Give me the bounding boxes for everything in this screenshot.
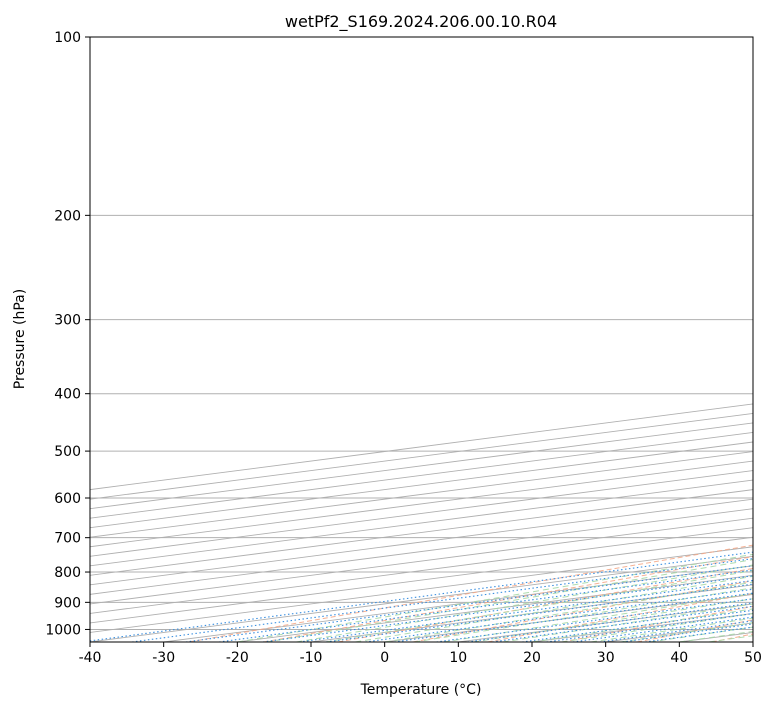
dry-adiabat-line [487, 592, 753, 642]
y-tick-label: 900 [54, 595, 81, 611]
isotherm-line [90, 460, 753, 548]
x-axis-label: Temperature (°C) [360, 682, 482, 698]
plot-background [90, 37, 753, 642]
mixing-ratio-line [131, 558, 753, 642]
plot-area [90, 37, 753, 642]
mixing-ratio-line [546, 612, 753, 642]
x-tick-label: -10 [300, 650, 323, 666]
isotherm-line [90, 517, 753, 605]
moist-adiabat-line [266, 559, 753, 642]
x-tick-label: 40 [670, 650, 688, 666]
x-tick-label: -40 [79, 650, 102, 666]
y-tick-label: 200 [54, 208, 81, 224]
mixing-ratio-line [90, 551, 753, 642]
mixing-ratio-line [572, 616, 753, 642]
x-tick-label: 0 [380, 650, 389, 666]
moist-adiabat-line [443, 592, 753, 642]
y-axis-label: Pressure (hPa) [12, 289, 28, 389]
x-tick-label: -20 [226, 650, 249, 666]
y-tick-label: 300 [54, 313, 81, 329]
mixing-ratio-line [467, 602, 753, 642]
axes: -40 -30 -20 -10 0 10 20 30 40 50 100 200 300 400 500 60… [45, 30, 762, 666]
x-tick-label: 50 [744, 650, 762, 666]
isotherm-line [90, 498, 753, 586]
isotherm-line [90, 489, 753, 576]
mixing-ratio-line [522, 609, 753, 642]
x-tick-label: 20 [523, 650, 541, 666]
y-tick-label: 400 [54, 387, 81, 403]
x-tick-label: -30 [152, 650, 175, 666]
x-tick-label: 30 [597, 650, 615, 666]
isotherm-line [90, 527, 753, 614]
moist-adiabat-line [355, 575, 753, 642]
isotherm-line [90, 508, 753, 595]
y-tick-label: 600 [54, 491, 81, 507]
x-tick-label: 10 [449, 650, 467, 666]
y-tick-label: 700 [54, 531, 81, 547]
isotherm-line [90, 479, 753, 567]
isotherm-line [90, 470, 753, 557]
isotherm-line [90, 536, 753, 624]
moist-adiabat-line [325, 570, 753, 642]
y-tick-label: 800 [54, 565, 81, 581]
y-tick-label: 1000 [45, 622, 81, 638]
mixing-ratio-line [185, 565, 753, 642]
y-tick-label: 100 [54, 30, 81, 46]
chart-title: wetPf2_S169.2024.206.00.10.R04 [285, 12, 557, 32]
plot-frame [89, 36, 754, 643]
mixing-ratio-line [492, 605, 753, 642]
dry-adiabat-line [263, 556, 753, 642]
y-tick-label: 500 [54, 444, 81, 460]
